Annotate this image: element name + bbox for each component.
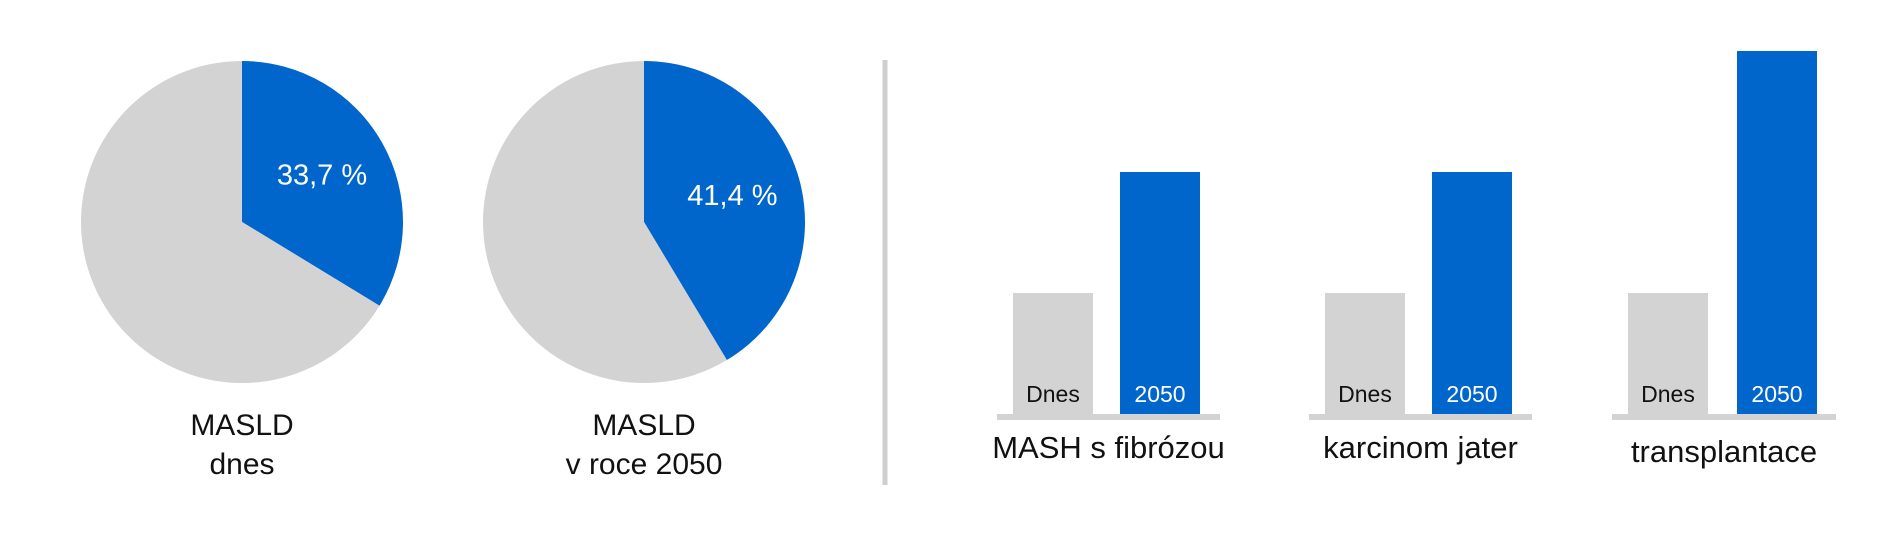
bar-today	[1013, 293, 1093, 414]
bar-series-label: 2050	[1134, 381, 1185, 407]
bar-baseline	[1309, 414, 1532, 420]
pie-slice-1	[242, 61, 403, 306]
bar-group-3: Dnes 2050 transplantace	[1612, 51, 1836, 469]
pie-slice-2	[483, 61, 727, 383]
pie-slice-2	[81, 61, 380, 383]
bar-series-label: Dnes	[1026, 381, 1080, 407]
pie-chart-2: 41,4 % MASLD v roce 2050	[483, 61, 806, 481]
bar-baseline	[997, 414, 1220, 420]
bar-series-label: 2050	[1446, 381, 1497, 407]
bar-series-label: Dnes	[1641, 381, 1695, 407]
bar-group-1: Dnes 2050 MASH s fibrózou	[992, 172, 1225, 465]
bar-series-label: Dnes	[1338, 381, 1392, 407]
pie-slice-1	[644, 61, 806, 361]
bar-series-label: 2050	[1751, 381, 1802, 407]
pie-charts: 33,7 % MASLD dnes 41,4 % MASLD v roce 2050	[81, 61, 806, 481]
pie-percentage-label: 33,7 %	[277, 160, 367, 192]
pie-caption-line: v roce 2050	[566, 448, 723, 481]
bar-2050	[1120, 172, 1200, 414]
pie-caption-line: MASLD	[592, 409, 695, 442]
bar-baseline	[1612, 414, 1836, 420]
bar-category-label: karcinom jater	[1323, 430, 1518, 465]
bar-today	[1628, 293, 1708, 414]
bar-category-label: MASH s fibrózou	[992, 430, 1225, 465]
bar-today	[1325, 293, 1405, 414]
pie-caption-line: dnes	[209, 448, 274, 481]
bar-category-label: transplantace	[1631, 434, 1817, 469]
pie-chart-1: 33,7 % MASLD dnes	[81, 61, 403, 481]
bar-chart: Dnes 2050 MASH s fibrózou Dnes 2050 karcinom …	[992, 51, 1836, 469]
bar-2050	[1432, 172, 1512, 414]
bar-2050	[1737, 51, 1817, 414]
bar-group-2: Dnes 2050 karcinom jater	[1309, 172, 1532, 465]
pie-caption-line: MASLD	[190, 409, 293, 442]
pie-percentage-label: 41,4 %	[687, 180, 777, 212]
